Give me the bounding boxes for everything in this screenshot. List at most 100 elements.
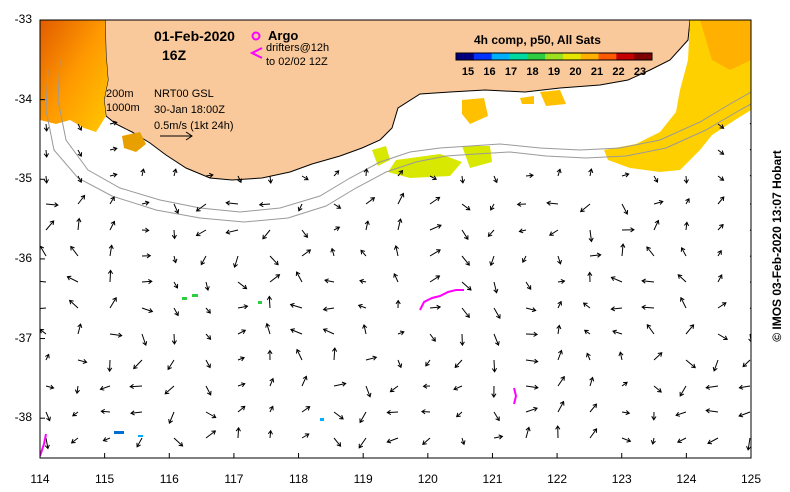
current-arrow [364, 220, 370, 231]
lat-tick-label: -36 [14, 250, 32, 265]
velocity-scale-label: 0.5m/s (1kt 24h) [154, 120, 234, 132]
current-arrow [40, 306, 47, 312]
current-arrow [386, 409, 399, 416]
isobath-200m-label: 200m [106, 88, 134, 100]
current-arrow [650, 437, 656, 445]
colorbar-tick-label: 15 [461, 66, 475, 78]
colorbar-tick-label: 21 [590, 66, 604, 78]
current-arrow [359, 411, 367, 424]
current-arrow [738, 411, 751, 418]
current-arrow [557, 349, 563, 361]
current-arrow [653, 199, 664, 205]
current-arrow [653, 352, 663, 361]
current-arrow [100, 408, 111, 414]
sst-east-warm [700, 20, 751, 70]
current-arrow [525, 406, 538, 413]
current-arrow [109, 332, 123, 338]
current-arrow [525, 426, 531, 439]
lon-tick-label: 119 [353, 472, 373, 486]
current-arrow [269, 274, 281, 283]
current-arrow [393, 244, 399, 257]
current-arrow [99, 385, 111, 391]
current-arrow [429, 175, 438, 181]
current-arrow [205, 333, 212, 340]
current-arrow [45, 220, 55, 231]
current-arrow [522, 255, 527, 264]
current-arrow [141, 278, 153, 285]
colorbar-segment [562, 53, 582, 60]
current-arrow [742, 359, 751, 368]
current-arrow [518, 228, 527, 234]
current-arrow [653, 175, 659, 183]
current-arrow [493, 434, 504, 440]
current-arrow [525, 281, 532, 290]
current-arrow [546, 200, 559, 206]
lon-tick-label: 114 [30, 472, 50, 486]
lon-tick-label: 125 [740, 472, 762, 486]
colorbar-segment [456, 53, 475, 60]
current-arrow [582, 302, 591, 309]
current-arrow [173, 437, 184, 447]
current-arrow [589, 252, 602, 258]
current-arrow [295, 271, 303, 283]
current-arrow [266, 295, 273, 309]
current-arrow [461, 281, 472, 291]
colorbar-segment [473, 53, 493, 60]
current-arrow [685, 198, 690, 205]
current-arrow [621, 437, 632, 443]
current-arrow [677, 274, 687, 283]
current-arrow [172, 168, 178, 177]
current-arrow [589, 428, 598, 439]
current-arrow [461, 255, 470, 266]
current-arrow [360, 249, 367, 257]
current-arrow [333, 381, 347, 387]
current-arrow [487, 229, 495, 237]
current-arrow [525, 358, 539, 364]
current-arrow [45, 411, 51, 422]
current-arrow [269, 255, 279, 266]
current-arrow [296, 348, 303, 361]
current-arrow [45, 353, 50, 361]
altimetry-product: NRT00 GSL [154, 88, 214, 100]
current-arrow [525, 307, 537, 313]
drifter-window-label: to 02/02 12Z [266, 56, 328, 68]
current-arrow [205, 430, 217, 439]
sst-dot [192, 294, 198, 297]
sst-dot [114, 431, 124, 434]
current-arrow [205, 359, 211, 369]
current-arrow [267, 429, 273, 439]
colorbar-frame [455, 52, 653, 61]
current-arrow [397, 359, 403, 369]
current-arrow [422, 437, 431, 446]
current-arrow [357, 303, 367, 309]
current-arrow [200, 255, 207, 266]
current-arrow [555, 425, 561, 439]
current-arrow [237, 382, 246, 388]
current-arrow [167, 359, 175, 371]
current-arrow [301, 249, 312, 257]
current-arrow [109, 172, 118, 178]
current-arrow [621, 410, 631, 416]
current-arrow [586, 352, 591, 361]
current-arrow [173, 203, 180, 214]
current-arrow [171, 229, 177, 240]
current-arrow [77, 149, 83, 158]
current-arrow [459, 175, 466, 184]
current-arrow [680, 296, 687, 309]
current-arrow [453, 385, 463, 391]
current-arrow [333, 411, 344, 420]
current-arrow [641, 278, 655, 284]
current-arrow [386, 437, 399, 444]
current-arrow [705, 408, 719, 414]
current-arrow [397, 218, 403, 231]
current-arrow [646, 246, 655, 257]
current-arrow [109, 196, 115, 205]
plot-frame [39, 19, 752, 459]
drifter-legend-icon [249, 47, 263, 59]
current-arrow [612, 329, 623, 335]
current-arrow [491, 385, 497, 399]
colorbar-tick-label: 22 [612, 66, 625, 78]
current-arrow [77, 175, 83, 184]
current-arrow [556, 168, 562, 177]
current-arrow [77, 194, 86, 205]
